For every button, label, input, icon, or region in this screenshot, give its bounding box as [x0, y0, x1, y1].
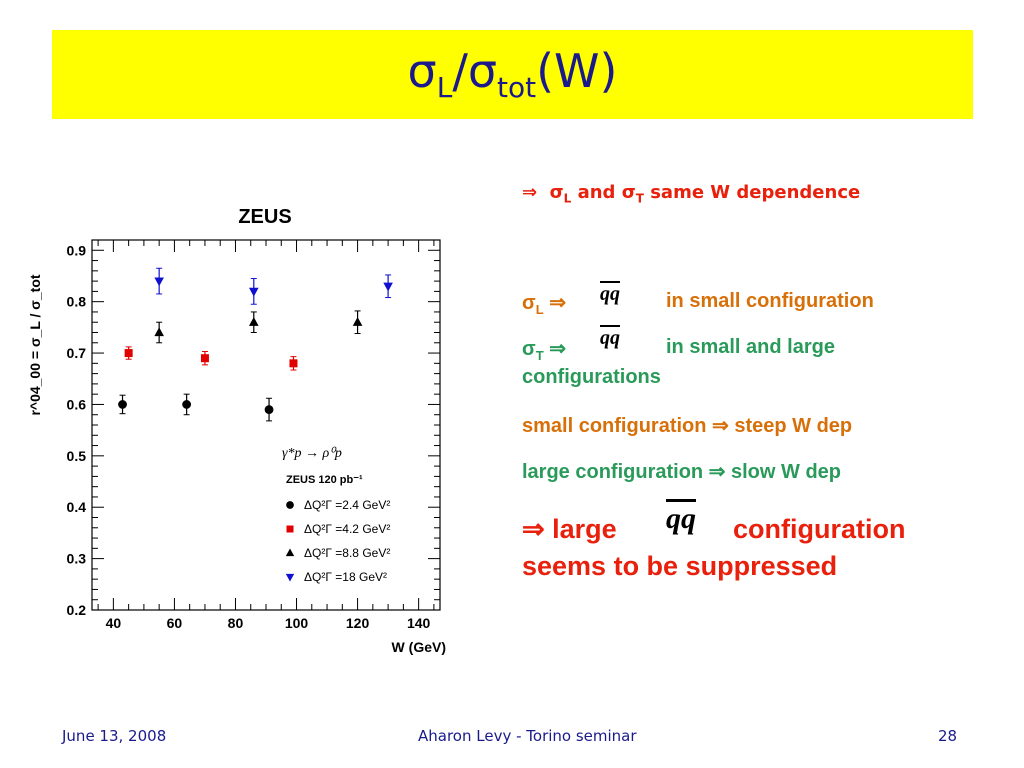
implies-arrow-3: ⇒: [549, 338, 566, 360]
data-point-series-2: [200, 354, 209, 363]
data-point-series-4: [154, 277, 164, 287]
y-tick-label: 0.4: [67, 499, 87, 515]
same-w-text: same W dependence: [643, 182, 861, 203]
small-config-text: in small configuration: [666, 290, 874, 312]
legend-label-4: ΔQ²Γ =18 GeV²: [304, 570, 387, 584]
qq-symbol-3: qq: [666, 502, 696, 535]
title-tail: (W): [536, 44, 618, 99]
data-point-series-3: [154, 327, 164, 337]
configurations-text: configurations: [522, 366, 661, 388]
bullet-same-w-dependence: ⇒ σL and σT same W dependence: [522, 182, 860, 206]
steep-w-dep: small configuration ⇒ steep W dep: [522, 415, 853, 437]
data-point-series-3: [248, 317, 259, 326]
y-tick-label: 0.2: [67, 602, 87, 618]
title-bar: σL/σtot(W): [52, 30, 973, 119]
sigma-t-2: σ: [522, 338, 536, 360]
x-axis-label: W (GeV): [392, 639, 446, 655]
x-tick-label: 80: [228, 615, 244, 631]
chart-title: ZEUS: [238, 206, 291, 228]
x-tick-label: 120: [346, 615, 370, 631]
legend-marker-2: [286, 525, 294, 533]
sub-t-2: T: [535, 348, 544, 363]
y-tick-label: 0.6: [67, 396, 87, 412]
implies-arrow-2: ⇒: [549, 292, 566, 314]
suppressed-text: seems to be suppressed: [522, 551, 838, 581]
footer-date: June 13, 2008: [62, 727, 167, 745]
footer-center: Aharon Levy - Torino seminar: [418, 727, 637, 745]
legend-marker-1: [286, 501, 294, 509]
slide-title: σL/σtot(W): [408, 44, 618, 104]
and-text: and: [571, 182, 622, 203]
data-point-series-4: [383, 282, 393, 292]
footer-page: 28: [938, 727, 958, 745]
data-point-series-1: [182, 400, 192, 409]
y-tick-label: 0.7: [67, 345, 87, 361]
bullet-sigma-l: σL ⇒: [522, 290, 566, 317]
x-tick-label: 100: [285, 615, 309, 631]
qq-symbol-1: qq: [600, 283, 620, 305]
data-point-series-4: [248, 287, 259, 297]
sub-l: L: [563, 191, 572, 206]
qq-symbol-2: qq: [600, 327, 620, 349]
x-tick-label: 60: [167, 615, 183, 631]
slow-w-dep: large configuration ⇒ slow W dep: [522, 461, 841, 483]
sub-t: T: [635, 191, 644, 206]
large-conclusion-post: configuration: [733, 514, 906, 544]
legend-dataset: ZEUS 120 pb⁻¹: [286, 474, 363, 486]
legend-label-3: ΔQ²Γ =8.8 GeV²: [304, 546, 390, 560]
implies-arrow-1: ⇒: [522, 182, 538, 203]
x-tick-label: 40: [106, 615, 122, 631]
data-point-series-1: [264, 405, 274, 414]
y-tick-label: 0.5: [67, 448, 87, 464]
data-point-series-1: [118, 400, 127, 409]
title-sigma-2: σ: [467, 44, 497, 99]
title-sub-1: L: [436, 71, 453, 105]
data-point-series-3: [352, 317, 363, 326]
legend-marker-3: [285, 548, 295, 557]
title-sigma-1: σ: [407, 44, 437, 99]
y-tick-label: 0.3: [67, 551, 87, 567]
zeus-chart: ZEUS 0.2 0.3 0.4 0.5 0.6 0.7 0.8 0.9 40 60 80 100 120…: [27, 206, 446, 655]
y-tick-label: 0.9: [67, 242, 87, 258]
title-sub-2: tot: [496, 71, 537, 105]
y-tick-label: 0.8: [67, 294, 87, 310]
sigma-l: σ: [549, 182, 564, 203]
sigma-t: σ: [621, 182, 636, 203]
large-conclusion-pre: ⇒ large: [522, 514, 617, 544]
sub-l-2: L: [535, 302, 544, 317]
legend-marker-4: [285, 573, 295, 582]
x-tick-label: 140: [407, 615, 431, 631]
title-slash: /: [452, 44, 468, 99]
bullet-sigma-t: σT ⇒: [522, 336, 566, 363]
y-axis-label: r^04_00 = σ_L / σ_tot: [27, 274, 43, 415]
data-point-series-2: [289, 359, 298, 368]
legend-label-1: ΔQ²Γ =2.4 GeV²: [304, 498, 390, 512]
legend-label-2: ΔQ²Γ =4.2 GeV²: [304, 522, 390, 536]
sigma-l-2: σ: [522, 292, 536, 314]
small-large-text: in small and large: [666, 336, 835, 358]
legend-process: γ*p → ρ⁰p: [282, 446, 342, 461]
data-point-series-2: [124, 349, 133, 358]
